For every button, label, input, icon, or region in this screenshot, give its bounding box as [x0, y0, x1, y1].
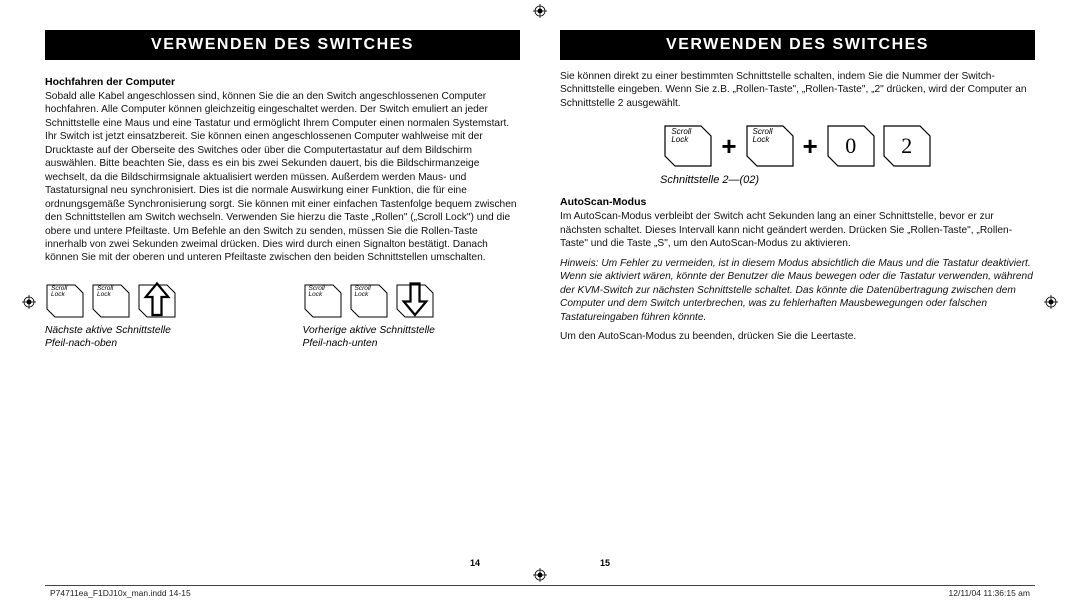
plus-icon: +: [719, 131, 738, 162]
page-left: VERWENDEN DES SWITCHES Hochfahren der Co…: [45, 30, 520, 574]
caption-line: Vorherige aktive Schnittstelle: [303, 325, 435, 336]
caption-down: Vorherige aktive Schnittstelle Pfeil-nac…: [303, 325, 521, 351]
shortcut-up: Scroll Lock Scroll Lock Nächste aktive S…: [45, 273, 263, 351]
key-label: Scroll Lock: [671, 128, 691, 144]
footer-rule: [45, 585, 1035, 586]
banner-right: VERWENDEN DES SWITCHES: [560, 30, 1035, 60]
banner-left: VERWENDEN DES SWITCHES: [45, 30, 520, 60]
pagenum-left: 14: [470, 558, 480, 568]
shortcut-down: Scroll Lock Scroll Lock Vorherige aktive…: [303, 273, 521, 351]
note-autoscan: Hinweis: Um Fehler zu vermeiden, ist in …: [560, 257, 1035, 324]
pagenum-right: 15: [600, 558, 610, 568]
key-glyph: 2: [882, 124, 932, 168]
caption-line: Nächste aktive Schnittstelle: [45, 325, 171, 336]
shortcut-block: Scroll Lock Scroll Lock Nächste aktive S…: [45, 273, 520, 351]
key-label: Scroll Lock: [355, 286, 371, 299]
footer-timestamp: 12/11/04 11:36:15 am: [949, 588, 1030, 598]
keyrow-up: Scroll Lock Scroll Lock: [45, 283, 263, 319]
subhead-autoscan: AutoScan-Modus: [560, 196, 1035, 208]
key-scroll-lock: Scroll Lock: [663, 124, 713, 168]
key-zero: 0: [826, 124, 876, 168]
para-boot: Sobald alle Kabel angeschlossen sind, kö…: [45, 90, 520, 265]
footer: P74711ea_F1DJ10x_man.indd 14-15 12/11/04…: [50, 588, 1030, 598]
para-direct: Sie können direkt zu einer bestimmten Sc…: [560, 70, 1035, 110]
caption-port: Schnittstelle 2—(02): [560, 174, 1035, 186]
reg-mark-bottom: [533, 568, 547, 582]
key-arrow-up: [137, 283, 177, 319]
caption-line: Pfeil-nach-oben: [45, 338, 117, 349]
key-scroll-lock: Scroll Lock: [303, 283, 343, 319]
keyrow-port: Scroll Lock + Scroll Lock + 0 2: [560, 124, 1035, 168]
key-label: Scroll Lock: [97, 286, 113, 299]
arrow-up-icon: [137, 281, 177, 317]
key-label: Scroll Lock: [51, 286, 67, 299]
page-right: VERWENDEN DES SWITCHES Sie können direkt…: [560, 30, 1035, 574]
keyrow-down: Scroll Lock Scroll Lock: [303, 283, 521, 319]
para-autoscan: Im AutoScan-Modus verbleibt der Switch a…: [560, 210, 1035, 250]
reg-mark-top: [533, 4, 547, 18]
caption-line: Pfeil-nach-unten: [303, 338, 378, 349]
key-arrow-down: [395, 283, 435, 319]
reg-mark-left: [22, 295, 36, 309]
key-glyph: 0: [826, 124, 876, 168]
key-scroll-lock: Scroll Lock: [745, 124, 795, 168]
plus-icon: +: [801, 131, 820, 162]
key-scroll-lock: Scroll Lock: [349, 283, 389, 319]
caption-up: Nächste aktive Schnittstelle Pfeil-nach-…: [45, 325, 263, 351]
subhead-boot: Hochfahren der Computer: [45, 76, 520, 88]
key-scroll-lock: Scroll Lock: [91, 283, 131, 319]
footer-file: P74711ea_F1DJ10x_man.indd 14-15: [50, 588, 191, 598]
key-scroll-lock: Scroll Lock: [45, 283, 85, 319]
reg-mark-right: [1044, 295, 1058, 309]
para-exit: Um den AutoScan-Modus zu beenden, drücke…: [560, 330, 1035, 343]
key-label: Scroll Lock: [753, 128, 773, 144]
key-label: Scroll Lock: [309, 286, 325, 299]
arrow-down-icon: [395, 281, 435, 317]
page-spread: VERWENDEN DES SWITCHES Hochfahren der Co…: [0, 0, 1080, 604]
key-two: 2: [882, 124, 932, 168]
